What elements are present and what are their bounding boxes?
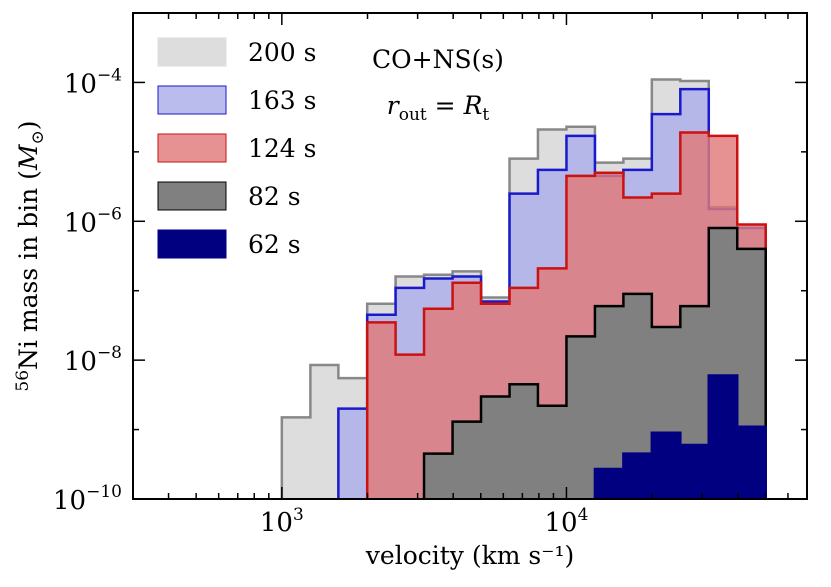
legend-swatch xyxy=(157,181,227,211)
histogram-layer xyxy=(280,78,767,499)
x-tick-label: 104 xyxy=(544,505,588,538)
annotation: CO+NS(s) rout = Rt xyxy=(372,45,504,125)
legend-label: 200 s xyxy=(248,38,317,67)
y-tick-label: 10−6 xyxy=(64,204,122,238)
annotation-line1: CO+NS(s) xyxy=(372,45,504,74)
annotation-line2: rout = Rt xyxy=(387,91,490,125)
legend-swatch xyxy=(157,85,227,115)
x-axis-label: velocity (km s⁻¹) xyxy=(365,541,574,570)
legend-label: 82 s xyxy=(248,182,301,211)
legend-swatch xyxy=(157,37,227,67)
legend-swatch xyxy=(157,229,227,259)
ticks-layer: 103 104 10−10 10−8 10−6 10−4 xyxy=(53,12,808,538)
plot-frame xyxy=(132,12,808,500)
y-tick-label: 10−10 xyxy=(53,482,122,516)
legend-label: 124 s xyxy=(248,134,317,163)
x-tick-label: 103 xyxy=(260,505,304,538)
legend-swatch xyxy=(157,133,227,163)
y-tick-label: 10−4 xyxy=(64,65,122,99)
histogram-series-62s xyxy=(593,374,767,499)
legend-label: 62 s xyxy=(248,230,301,259)
y-axis-label: 56Ni mass in bin (M⊙) xyxy=(13,120,48,391)
legend: 200 s 163 s 124 s 82 s 62 s xyxy=(157,37,317,259)
histogram-series-82s xyxy=(422,226,767,499)
y-tick-label: 10−8 xyxy=(64,343,122,377)
legend-label: 163 s xyxy=(248,86,317,115)
